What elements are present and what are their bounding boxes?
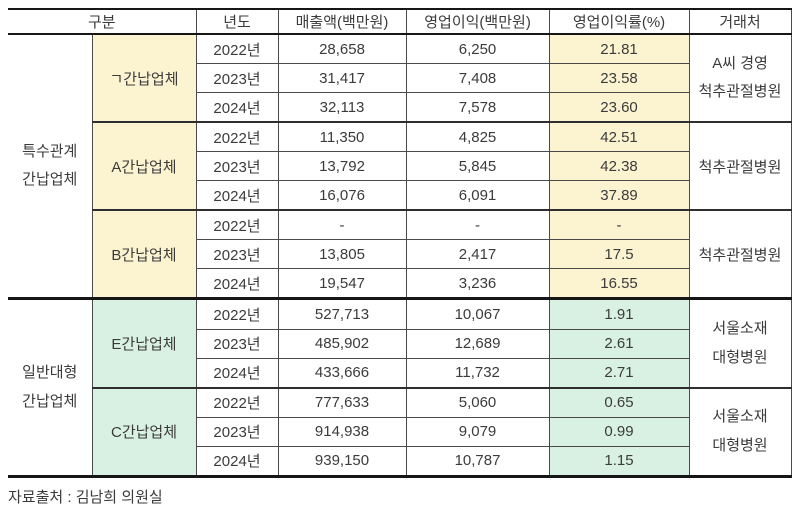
revenue-cell: 914,938 <box>277 416 407 447</box>
client-cell: 척추관절병원 <box>688 121 792 212</box>
year-cell: 2024년 <box>195 268 279 301</box>
company-name-g: ㄱ간납업체 <box>91 33 197 124</box>
revenue-cell: 939,150 <box>277 445 407 479</box>
margin-cell: 23.60 <box>548 92 690 124</box>
profit-cell: 9,079 <box>405 416 550 447</box>
company-name-e: E간납업체 <box>91 298 197 389</box>
margin-cell: 16.55 <box>548 268 690 301</box>
year-cell: 2023년 <box>195 239 279 270</box>
group-label-special-relation: 특수관계 간납업체 <box>8 33 93 301</box>
year-cell: 2022년 <box>195 209 279 241</box>
col-header-margin: 영업이익률(%) <box>548 8 690 35</box>
year-cell: 2022년 <box>195 387 279 418</box>
col-header-category: 구분 <box>8 8 197 35</box>
year-cell: 2024년 <box>195 445 279 479</box>
year-cell: 2022년 <box>195 298 279 330</box>
revenue-cell: - <box>277 209 407 241</box>
margin-cell: 23.58 <box>548 63 690 93</box>
col-header-revenue: 매출액(백만원) <box>277 8 407 35</box>
year-cell: 2023년 <box>195 328 279 359</box>
table-row: 2023년 31,417 7,408 23.58 <box>8 63 791 93</box>
profit-cell: 7,578 <box>405 92 550 124</box>
profit-cell: 5,060 <box>405 387 550 418</box>
client-cell: 척추관절병원 <box>688 209 792 301</box>
col-header-client: 거래처 <box>688 8 792 35</box>
margin-cell: 17.5 <box>548 239 690 270</box>
margin-cell: 2.61 <box>548 328 690 359</box>
revenue-cell: 777,633 <box>277 387 407 418</box>
table-row: 특수관계 간납업체 ㄱ간납업체 2022년 28,658 6,250 21.81… <box>8 33 792 301</box>
table-row: 2023년 485,902 12,689 2.61 <box>8 328 791 359</box>
table-row: 2024년 19,547 3,236 16.55 <box>8 268 791 301</box>
group-label-general-large: 일반대형 간납업체 <box>8 298 93 478</box>
table-row: 2023년 13,792 5,845 42.38 <box>8 151 791 182</box>
financial-table: 구분 년도 매출액(백만원) 영업이익(백만원) 영업이익률(%) 거래처 특수… <box>8 8 792 479</box>
profit-cell: 3,236 <box>405 268 550 301</box>
revenue-cell: 19,547 <box>277 268 407 301</box>
company-name-c: C간납업체 <box>91 387 197 478</box>
revenue-cell: 13,805 <box>277 239 407 270</box>
table-row: 2024년 433,666 11,732 2.71 <box>8 357 791 389</box>
revenue-cell: 485,902 <box>277 328 407 359</box>
revenue-cell: 527,713 <box>277 298 407 330</box>
profit-cell: 10,067 <box>405 298 550 330</box>
table-row: 2024년 32,113 7,578 23.60 <box>8 92 791 124</box>
margin-cell: - <box>548 209 690 241</box>
table-row: A간납업체 2022년 11,350 4,825 42.51 척추관절병원 <box>8 121 792 212</box>
profit-cell: 6,250 <box>405 33 550 65</box>
margin-cell: 0.99 <box>548 416 690 447</box>
year-cell: 2023년 <box>195 416 279 447</box>
revenue-cell: 32,113 <box>277 92 407 124</box>
table-row: 2024년 939,150 10,787 1.15 <box>8 445 791 479</box>
margin-cell: 37.89 <box>548 180 690 212</box>
year-cell: 2024년 <box>195 357 279 389</box>
client-cell: 서울소재 대형병원 <box>688 298 792 389</box>
margin-cell: 1.15 <box>548 445 690 479</box>
header-row: 구분 년도 매출액(백만원) 영업이익(백만원) 영업이익률(%) 거래처 <box>8 8 792 35</box>
client-cell: 서울소재 대형병원 <box>688 387 792 478</box>
margin-cell: 42.38 <box>548 151 690 182</box>
profit-cell: - <box>405 209 550 241</box>
year-cell: 2024년 <box>195 92 279 124</box>
table-row: B간납업체 2022년 - - - 척추관절병원 <box>8 209 792 301</box>
revenue-cell: 28,658 <box>277 33 407 65</box>
revenue-cell: 433,666 <box>277 357 407 389</box>
profit-cell: 10,787 <box>405 445 550 479</box>
source-note: 자료출처 : 김남희 의원실 <box>8 489 163 506</box>
margin-cell: 1.91 <box>548 298 690 330</box>
table-row: C간납업체 2022년 777,633 5,060 0.65 서울소재 대형병원 <box>8 387 792 478</box>
revenue-cell: 13,792 <box>277 151 407 182</box>
profit-cell: 11,732 <box>405 357 550 389</box>
profit-cell: 12,689 <box>405 328 550 359</box>
table-row: 2024년 16,076 6,091 37.89 <box>8 180 791 212</box>
company-name-b: B간납업체 <box>91 209 197 301</box>
margin-cell: 42.51 <box>548 121 690 153</box>
profit-cell: 2,417 <box>405 239 550 270</box>
margin-cell: 21.81 <box>548 33 690 65</box>
table-row: 일반대형 간납업체 E간납업체 2022년 527,713 10,067 1.9… <box>8 298 792 478</box>
year-cell: 2022년 <box>195 121 279 153</box>
table-row: 2023년 13,805 2,417 17.5 <box>8 239 791 270</box>
margin-cell: 2.71 <box>548 357 690 389</box>
profit-cell: 7,408 <box>405 63 550 93</box>
profit-cell: 4,825 <box>405 121 550 153</box>
revenue-cell: 16,076 <box>277 180 407 212</box>
year-cell: 2024년 <box>195 180 279 212</box>
profit-cell: 5,845 <box>405 151 550 182</box>
company-name-a: A간납업체 <box>91 121 197 212</box>
revenue-cell: 31,417 <box>277 63 407 93</box>
year-cell: 2023년 <box>195 151 279 182</box>
margin-cell: 0.65 <box>548 387 690 418</box>
revenue-cell: 11,350 <box>277 121 407 153</box>
col-header-profit: 영업이익(백만원) <box>405 8 550 35</box>
year-cell: 2023년 <box>195 63 279 93</box>
year-cell: 2022년 <box>195 33 279 65</box>
col-header-year: 년도 <box>195 8 279 35</box>
profit-cell: 6,091 <box>405 180 550 212</box>
client-cell: A씨 경영 척추관절병원 <box>688 33 792 124</box>
